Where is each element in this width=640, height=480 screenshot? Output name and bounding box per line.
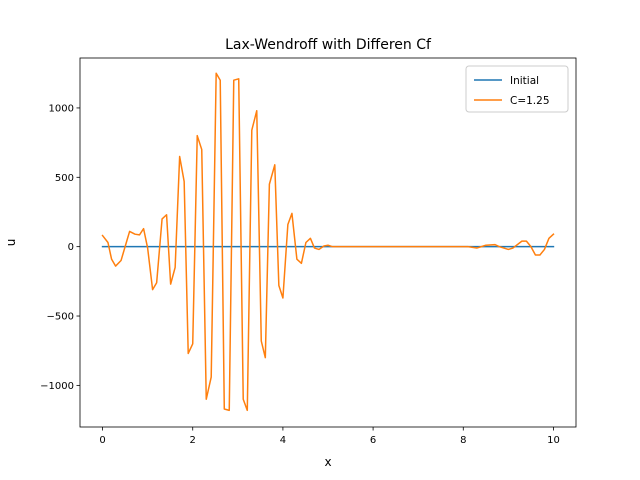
plot-area <box>80 58 576 427</box>
axes-layer: 0 2 4 6 8 10 −1000 −500 0 500 1000 <box>40 57 577 446</box>
y-tick-label: 1000 <box>49 103 74 114</box>
x-tick-label: 0 <box>99 435 105 446</box>
y-tick-label: −500 <box>47 312 74 323</box>
x-tick-label: 4 <box>280 435 286 446</box>
axes-frame <box>79 57 577 428</box>
chart-title: Lax-Wendroff with Differen Cf <box>225 37 432 53</box>
y-tick-label: −1000 <box>40 381 74 392</box>
x-tick-label: 8 <box>460 435 466 446</box>
legend-label: Initial <box>510 75 539 87</box>
x-tick-label: 2 <box>190 435 196 446</box>
y-tick-label: 500 <box>55 173 74 184</box>
series-layer <box>101 72 555 412</box>
x-tick-label: 10 <box>547 435 560 446</box>
y-tick-label: 0 <box>68 242 74 253</box>
x-axis-label: x <box>324 455 331 469</box>
x-tick-label: 6 <box>370 435 376 446</box>
legend: Initial C=1.25 <box>465 65 569 113</box>
series-line-1 <box>101 72 555 412</box>
legend-label: C=1.25 <box>510 95 550 107</box>
y-axis-label: u <box>4 239 18 247</box>
